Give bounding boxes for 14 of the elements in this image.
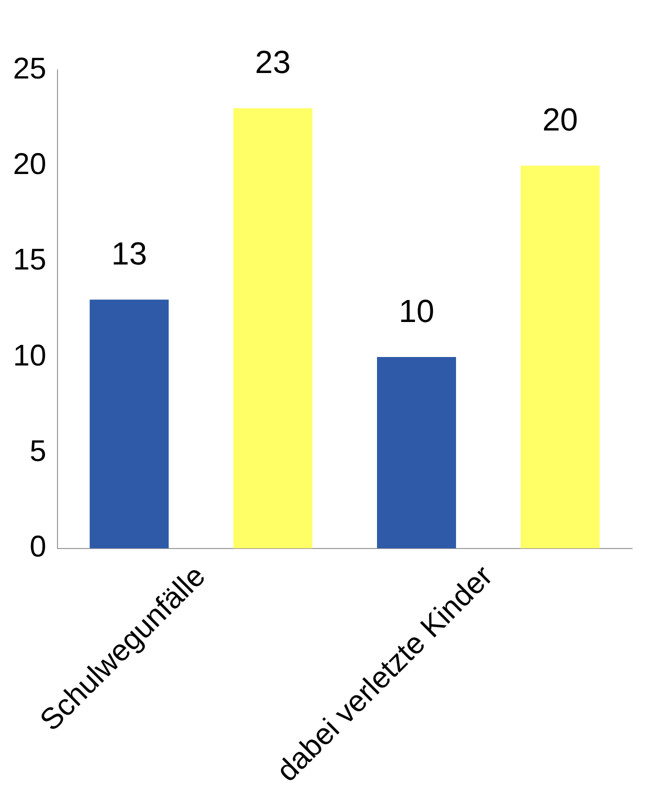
bar xyxy=(90,300,169,548)
data-label: 20 xyxy=(542,102,578,138)
data-label: 13 xyxy=(111,235,147,272)
bar xyxy=(233,108,312,548)
y-tick-label: 25 xyxy=(12,52,46,86)
bar xyxy=(520,166,600,548)
y-tick-label: 0 xyxy=(30,530,46,564)
bar xyxy=(377,357,456,548)
y-tick-label: 5 xyxy=(30,434,46,468)
y-tick-label: 20 xyxy=(12,148,46,181)
y-tick-label: 10 xyxy=(12,339,46,372)
y-tick-label: 15 xyxy=(12,244,46,277)
data-label: 23 xyxy=(255,44,291,80)
data-label: 10 xyxy=(398,292,434,329)
